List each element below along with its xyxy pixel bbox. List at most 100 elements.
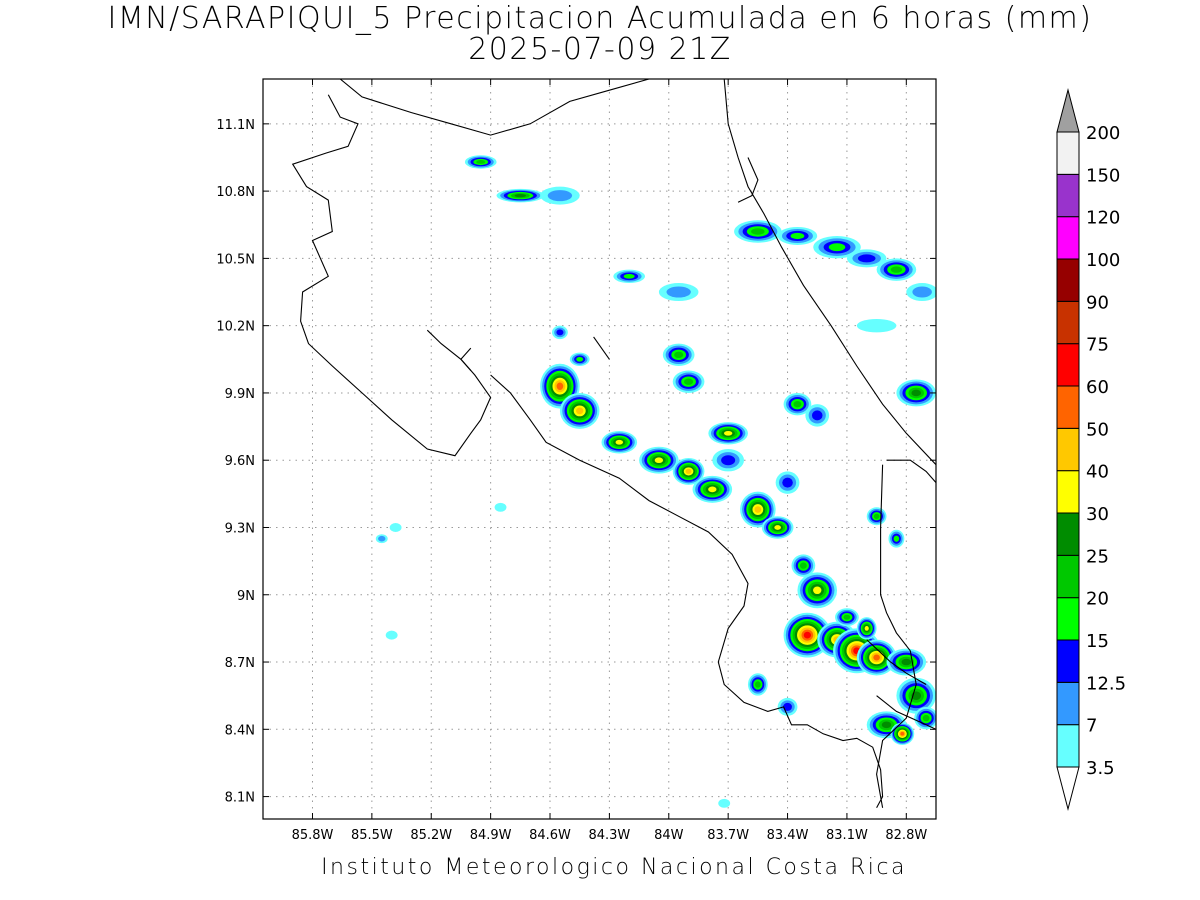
tick-label-lat: 10.8N — [216, 185, 255, 200]
rain-contour — [922, 714, 930, 722]
rain-contour — [755, 681, 761, 688]
tick-label-lat: 9.9N — [225, 387, 255, 402]
rain-cell — [740, 491, 776, 528]
rain-cell — [658, 283, 699, 301]
rain-cell — [692, 475, 733, 503]
coastline — [866, 639, 927, 685]
rain-cell — [747, 673, 768, 696]
rain-cell — [613, 269, 646, 284]
colorbar-label: 200 — [1086, 123, 1120, 144]
rain-contour — [556, 329, 564, 336]
rain-contour — [813, 586, 822, 595]
colorbar-label: 75 — [1086, 335, 1109, 356]
rain-cell — [791, 554, 816, 577]
map-frame — [262, 78, 937, 820]
rain-cell — [708, 422, 748, 445]
colorbar-label: 40 — [1086, 462, 1109, 483]
rain-cell — [559, 392, 600, 429]
rain-contour — [615, 439, 624, 445]
colorbar-swatch — [1056, 427, 1080, 472]
rain-cell — [777, 227, 818, 245]
rain-cell — [639, 446, 679, 474]
rain-contour — [721, 455, 736, 466]
rain-contour — [864, 626, 869, 631]
rain-contour — [674, 351, 684, 359]
colorbar-label: 7 — [1086, 716, 1097, 737]
tick-label-lat: 8.4N — [225, 723, 255, 738]
rain-contour — [893, 535, 900, 542]
colorbar-max-arrow — [1056, 88, 1080, 133]
coastline — [490, 374, 884, 809]
colorbar-swatch — [1056, 216, 1080, 260]
tick-label-lon: 83.4W — [767, 828, 809, 843]
rain-cell — [672, 457, 705, 485]
coastlines — [291, 79, 936, 809]
rain-cell — [494, 502, 507, 512]
colorbar-swatch — [1056, 512, 1080, 556]
rain-contour — [793, 400, 802, 408]
tick-label-lon: 85.5W — [351, 828, 393, 843]
rain-cell — [876, 258, 917, 281]
tick-label-lon: 84W — [654, 828, 684, 843]
coastline — [876, 464, 917, 808]
tick-label-lon: 84.3W — [588, 828, 630, 843]
tick-label-lon: 85.2W — [410, 828, 452, 843]
rain-contour — [494, 502, 507, 512]
rain-cell — [896, 677, 936, 714]
coastline — [460, 347, 472, 371]
rain-cell — [856, 318, 897, 333]
colorbar-label: 120 — [1086, 208, 1120, 229]
colorbar-min-arrow — [1056, 766, 1080, 811]
tick-label-lon: 84.6W — [529, 828, 571, 843]
colorbar-swatch — [1056, 724, 1080, 768]
colorbar-swatch — [1056, 131, 1080, 175]
colorbar-label: 50 — [1086, 419, 1109, 440]
rain-contour — [685, 468, 692, 474]
colorbar-label: 60 — [1086, 377, 1109, 398]
rain-contour — [774, 525, 781, 530]
rain-contour — [828, 243, 846, 252]
rain-cell — [569, 352, 590, 367]
rain-contour — [890, 266, 903, 273]
rain-contour — [751, 228, 765, 235]
precipitation-field — [375, 155, 936, 808]
coastline — [886, 459, 936, 483]
rain-contour — [857, 254, 876, 263]
rain-cell — [813, 235, 861, 259]
coastline — [339, 79, 650, 136]
rain-contour — [576, 407, 584, 415]
rain-cell — [866, 507, 887, 526]
rain-cell — [783, 392, 812, 416]
colorbar-label: 15 — [1086, 631, 1109, 652]
tick-label-lon: 82.8W — [885, 828, 927, 843]
rain-cell — [783, 612, 832, 658]
rain-cell — [805, 404, 830, 427]
rain-contour — [654, 457, 664, 464]
rain-cell — [601, 431, 638, 454]
rain-cell — [662, 343, 695, 367]
rain-cell — [886, 648, 927, 676]
colorbar-legend: 3.5 7 12.5 15 20 25 30 40 50 60 75 90 100 120 150 200 — [1056, 88, 1126, 811]
tick-label-lon: 83.7W — [707, 828, 749, 843]
lat-lon-grid — [263, 79, 936, 819]
rain-contour — [783, 702, 792, 711]
rain-contour — [754, 506, 762, 513]
rain-contour — [881, 721, 892, 729]
colorbar-label: 30 — [1086, 504, 1109, 525]
rain-cell — [797, 572, 838, 609]
tick-label-lat: 9.3N — [225, 521, 255, 536]
colorbar-swatch — [1056, 470, 1080, 514]
rain-contour — [708, 486, 717, 493]
rain-cell — [856, 617, 877, 640]
footer-credit: Instituto Meteorologico Nacional Costa R… — [321, 855, 907, 880]
rain-contour — [378, 535, 386, 542]
coastline — [737, 157, 759, 203]
map-title: IMN/SARAPIQUI_5 Precipitacion Acumulada … — [107, 1, 1093, 36]
tick-label-lat: 10.2N — [216, 320, 255, 335]
rain-cell — [551, 325, 568, 340]
colorbar-swatch — [1056, 681, 1080, 726]
colorbar-swatch — [1056, 343, 1080, 387]
rain-contour — [476, 160, 486, 164]
colorbar-label: 100 — [1086, 250, 1120, 271]
